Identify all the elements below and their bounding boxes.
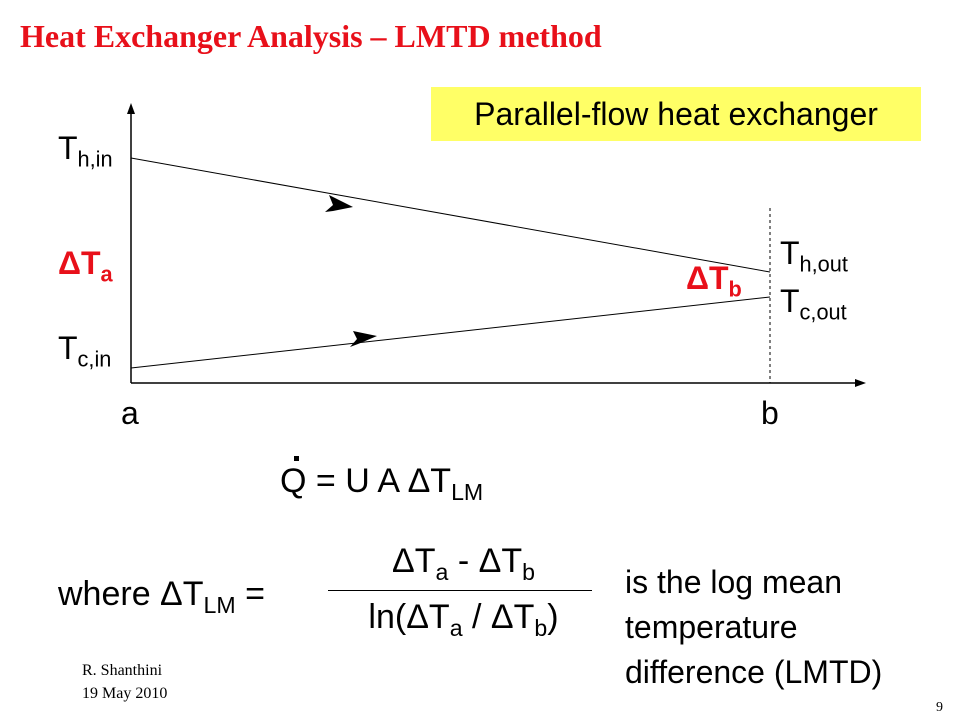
- exchanger-type-badge: Parallel-flow heat exchanger: [431, 87, 921, 141]
- footer-date: 19 May 2010: [82, 685, 168, 702]
- heat-rate-equation: Q = U A ΔTLM: [280, 462, 484, 506]
- lmtd-numerator: ΔTa - ΔTb: [392, 542, 535, 586]
- slide-title: Heat Exchanger Analysis – LMTD method: [20, 18, 602, 54]
- delta-tb-label: ΔTb: [686, 260, 742, 302]
- explanation-line: is the log mean: [625, 564, 843, 600]
- footer-author: R. Shanthini: [82, 662, 163, 679]
- slide-number: 9: [936, 700, 943, 715]
- hot-inlet-label: Th,in: [58, 130, 113, 172]
- cold-fluid-line: [130, 296, 771, 369]
- delta-ta-label: ΔTa: [58, 245, 113, 287]
- x-axis-arrowhead: [855, 379, 866, 387]
- hot-outlet-label: Th,out: [780, 235, 848, 277]
- lmtd-explanation: is the log mean temperature difference (…: [625, 560, 882, 695]
- y-axis-arrowhead: [127, 103, 135, 114]
- lmtd-denominator: ln(ΔTa / ΔTb): [368, 598, 559, 642]
- hot-fluid-line: [130, 157, 771, 273]
- cold-outlet-label: Tc,out: [780, 283, 847, 325]
- x-end-label: b: [761, 395, 779, 431]
- q-dot-icon: [294, 456, 299, 461]
- cold-inlet-label: Tc,in: [58, 330, 112, 372]
- cold-flow-arrow-icon: [350, 331, 377, 347]
- x-start-label: a: [121, 395, 139, 431]
- explanation-line: difference (LMTD): [625, 654, 883, 690]
- hot-flow-arrow-icon: [325, 195, 353, 212]
- fraction-bar: [328, 590, 592, 591]
- explanation-line: temperature: [625, 609, 798, 645]
- lmtd-definition-lhs: where ΔTLM =: [58, 575, 265, 619]
